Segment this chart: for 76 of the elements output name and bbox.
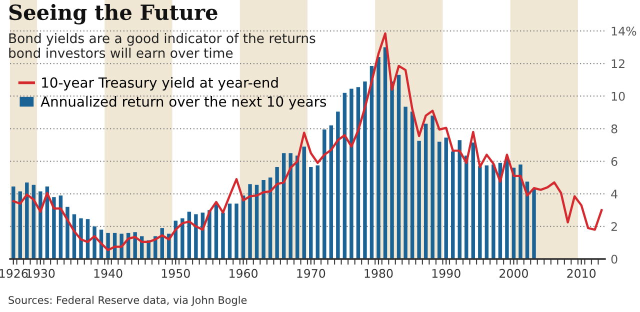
bar [329,125,334,259]
x-tick-label: 1930 [26,268,55,278]
bar [282,153,286,259]
y-tick-label: 8 [611,124,618,134]
bar [133,232,137,259]
bar [404,106,408,259]
legend-label: 10-year Treasury yield at year-end [42,77,278,91]
x-tick-label: 1970 [297,268,326,278]
bar [302,146,306,259]
y-tick-label: 10 [612,92,625,101]
bar [316,165,320,259]
y-tick-label: 2 [611,222,617,231]
x-tick-label: 1940 [94,268,122,278]
source-note: Sources: Federal Reserve data, via John Bogle [8,296,247,306]
bar [66,206,70,259]
bar [444,138,448,259]
chart-title: Seeing the Future [9,4,218,24]
bar [471,142,476,259]
bar [451,151,455,259]
bar [410,112,414,259]
bar [254,184,259,259]
bar [478,166,482,259]
bar [464,156,468,259]
x-tick-label: 1960 [230,268,258,278]
bar [376,57,380,259]
bar [484,165,489,259]
bar [363,81,367,259]
y-tick-label: 12 [612,59,624,68]
bar [437,142,442,259]
bar [336,112,340,259]
bar [234,204,238,259]
bar [417,140,421,259]
bar [383,47,388,259]
bar [275,166,279,259]
bar [458,140,462,259]
bar [492,164,496,259]
bar [208,210,212,259]
x-tick-label: 1990 [432,268,460,278]
bar [424,124,428,259]
bar [228,204,232,259]
bar [342,92,347,259]
bar [92,226,96,259]
bar [12,186,16,259]
bar [79,218,83,259]
y-tick-label: 14% [612,26,636,36]
bar [356,87,360,259]
bar [52,197,56,259]
bar [505,157,509,259]
bar [248,184,252,259]
bar [309,166,313,259]
x-tick-label: 1926 [0,268,28,278]
bar [396,74,401,259]
x-tick-label: 1950 [162,268,190,278]
bar [532,188,536,259]
y-tick-label: 4 [611,190,618,198]
bar [390,81,394,259]
bar [194,214,198,259]
bar [322,130,326,259]
bar [25,182,29,259]
bar [518,164,522,259]
text: Bond yields are a good indicator of the returns bond investors will earn over time [9,33,316,58]
y-tick-label: 0 [611,254,618,264]
legend-label: Annualized return over the next 10 years [40,96,326,110]
bar [214,204,218,259]
x-tick-label: 2010 [567,268,596,278]
bar [430,116,434,259]
bar [268,178,272,259]
bar [262,180,266,259]
x-tick-label: 2000 [500,268,528,278]
bar [221,212,225,259]
bar [350,88,354,259]
y-tick-label: 6 [611,156,618,166]
bar [288,153,292,259]
bar [38,191,42,259]
bar [180,218,184,259]
x-tick-label: 1980 [364,268,393,278]
